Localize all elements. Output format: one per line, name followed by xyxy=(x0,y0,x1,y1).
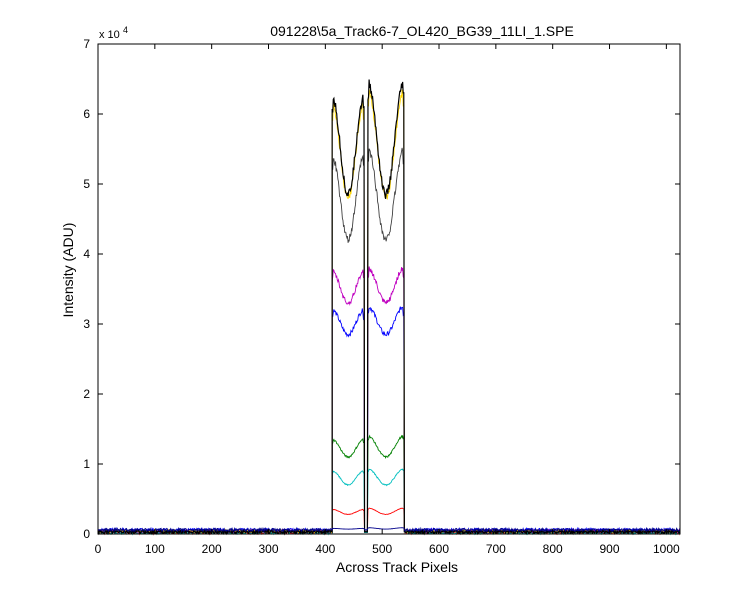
series-line-9 xyxy=(97,526,681,533)
x-axis-label: Across Track Pixels xyxy=(336,559,458,575)
plot-frame xyxy=(97,43,681,535)
x-tick-label: 900 xyxy=(600,542,620,556)
y-axis-ticks: 0 1 2 3 4 5 6 7 xyxy=(83,37,680,541)
x-tick-label: 800 xyxy=(543,542,563,556)
chart-title: 091228\5a_Track6-7_OL420_BG39_11LI_1.SPE xyxy=(270,23,574,39)
y-exponent-label: x 10 4 xyxy=(99,25,128,41)
y-tick-label: 6 xyxy=(83,107,90,121)
plot-area xyxy=(98,44,680,534)
x-tick-label: 300 xyxy=(258,542,278,556)
x-tick-label: 500 xyxy=(372,542,392,556)
series-line-8 xyxy=(97,79,681,536)
x-tick-label: 1000 xyxy=(653,542,680,556)
x-tick-label: 200 xyxy=(202,542,222,556)
x-tick-label: 0 xyxy=(95,542,102,556)
x-tick-label: 600 xyxy=(429,542,449,556)
y-tick-label: 2 xyxy=(83,387,90,401)
y-tick-label: 0 xyxy=(83,527,90,541)
y-tick-label: 5 xyxy=(83,177,90,191)
y-tick-label: 1 xyxy=(83,457,90,471)
y-exponent-base: x 10 xyxy=(99,29,120,41)
y-exponent-power: 4 xyxy=(123,25,128,35)
series-layer xyxy=(97,79,681,536)
x-tick-label: 700 xyxy=(486,542,506,556)
x-axis-ticks: 0 100 200 300 400 500 600 700 800 900 1000 xyxy=(95,44,680,556)
y-tick-label: 7 xyxy=(83,37,90,51)
y-tick-label: 4 xyxy=(83,247,90,261)
x-tick-label: 100 xyxy=(145,542,165,556)
x-tick-label: 400 xyxy=(315,542,335,556)
y-axis-label: Intensity (ADU) xyxy=(60,223,76,318)
y-tick-label: 3 xyxy=(83,317,90,331)
